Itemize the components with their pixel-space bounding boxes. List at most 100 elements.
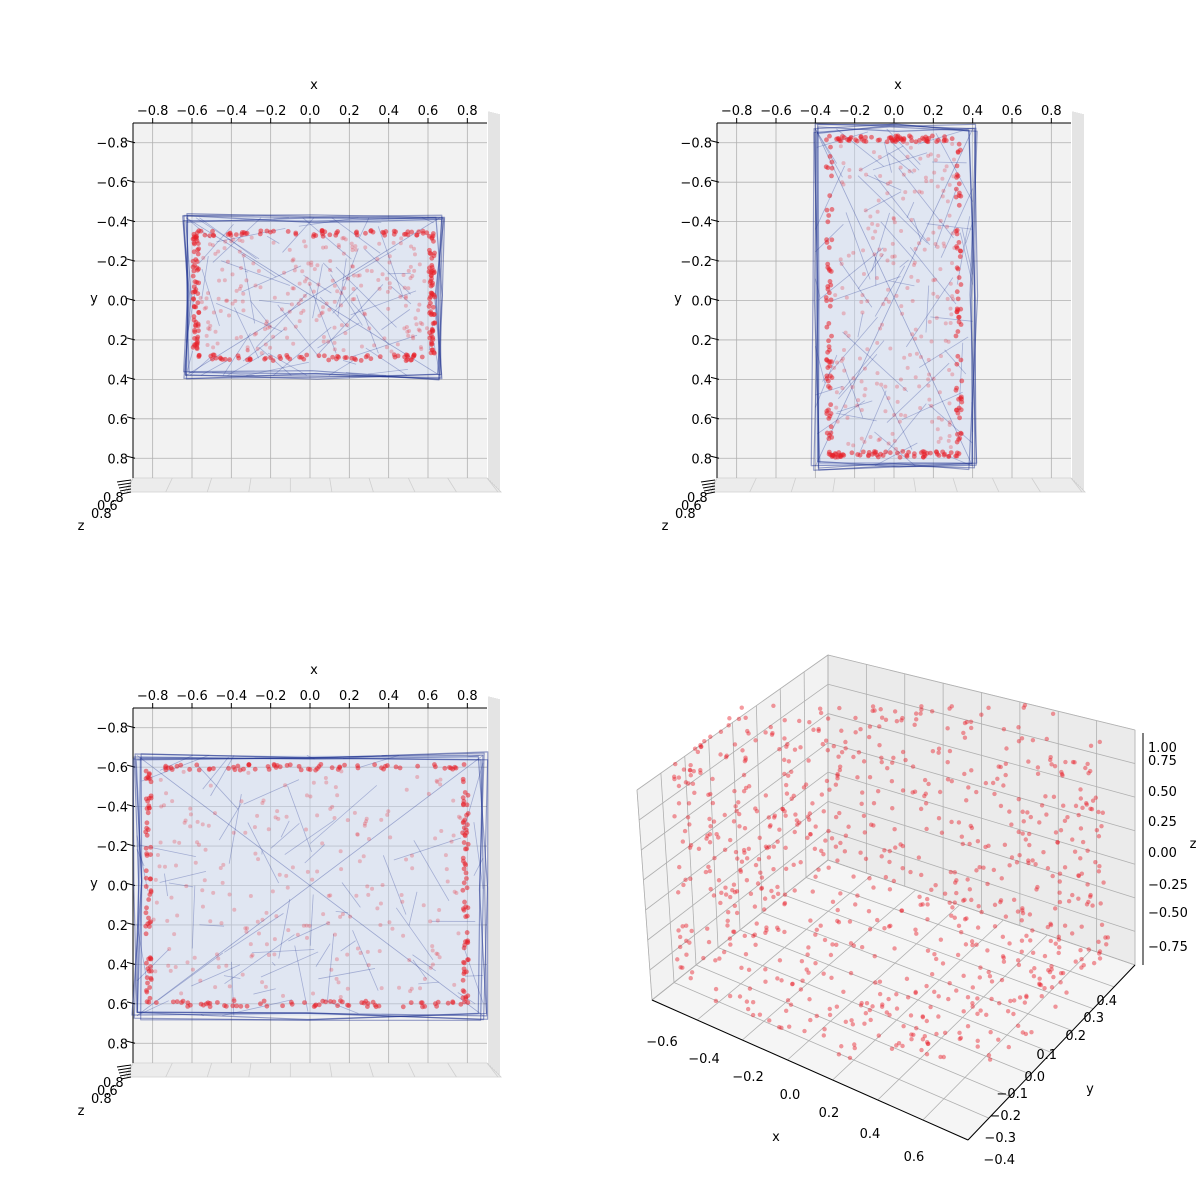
data-point <box>858 727 863 732</box>
data-point <box>931 376 936 381</box>
data-point <box>157 864 162 869</box>
data-point <box>951 297 956 302</box>
data-point <box>448 765 454 771</box>
mesh-edge <box>241 265 302 293</box>
data-point <box>387 254 392 259</box>
data-point <box>735 856 740 861</box>
data-point <box>1057 879 1062 884</box>
y-tick-label: −0.3 <box>984 1131 1016 1146</box>
data-point <box>989 979 995 984</box>
data-point <box>401 933 406 938</box>
x-tick-label: 0.2 <box>339 104 360 119</box>
data-point <box>911 263 916 268</box>
data-point <box>169 895 174 900</box>
data-point <box>324 780 329 785</box>
mesh-edge <box>250 300 272 328</box>
data-point <box>948 281 953 286</box>
data-point <box>794 818 800 823</box>
data-point <box>689 970 695 975</box>
data-point <box>172 932 177 937</box>
data-point <box>833 814 839 820</box>
data-point <box>827 413 833 419</box>
data-point <box>961 1009 966 1014</box>
data-point <box>350 245 355 250</box>
mesh-outline <box>183 214 444 379</box>
data-point <box>827 1012 833 1018</box>
data-point <box>439 828 444 833</box>
data-point <box>741 847 747 853</box>
data-point <box>900 865 905 871</box>
data-point <box>1004 746 1009 751</box>
data-point <box>861 272 866 277</box>
data-point <box>146 897 152 902</box>
data-point <box>359 283 364 288</box>
data-point <box>464 930 470 935</box>
mesh-edge <box>243 779 300 805</box>
data-point <box>905 285 910 290</box>
data-point <box>884 1010 889 1015</box>
data-point <box>691 768 696 774</box>
floor-grid <box>805 877 1115 988</box>
floor-grid <box>165 1062 173 1078</box>
data-point <box>840 386 845 391</box>
mesh-edge <box>350 301 389 345</box>
data-point <box>943 321 948 326</box>
data-point <box>846 824 851 829</box>
data-point <box>978 965 983 970</box>
data-point <box>151 917 156 922</box>
mesh-edge <box>136 849 145 867</box>
data-point <box>144 988 149 993</box>
data-point <box>945 199 950 204</box>
data-point <box>144 832 150 838</box>
data-point <box>780 806 785 812</box>
data-point <box>367 326 372 331</box>
data-point <box>954 289 960 295</box>
data-point <box>673 761 678 767</box>
data-point <box>222 278 227 283</box>
mesh-edge <box>857 313 864 338</box>
y-tick-label: −0.4 <box>96 801 128 816</box>
data-point <box>145 966 151 972</box>
data-point <box>826 245 832 250</box>
mesh-edge <box>835 412 877 422</box>
data-point <box>1026 759 1031 764</box>
data-point <box>842 849 848 854</box>
data-point <box>290 286 295 291</box>
data-point <box>326 893 331 898</box>
data-point <box>1041 849 1046 855</box>
data-point <box>1053 941 1058 946</box>
data-point <box>1062 865 1068 870</box>
z-tick-label: 0.8 <box>675 507 696 522</box>
x-tick-label: 0.4 <box>378 689 399 704</box>
data-point <box>231 998 237 1004</box>
data-point <box>772 815 777 820</box>
data-point <box>1073 803 1079 809</box>
data-point <box>848 970 854 976</box>
data-point <box>835 360 840 365</box>
data-point <box>341 348 346 353</box>
x-tick-label: 0.4 <box>860 1127 881 1142</box>
data-point <box>839 728 844 733</box>
data-point <box>970 942 975 948</box>
data-point <box>188 806 193 811</box>
y-tick-label: 0.2 <box>107 334 128 349</box>
data-point <box>841 311 846 316</box>
mesh-edge <box>358 217 370 239</box>
data-point <box>829 237 835 243</box>
data-point <box>805 835 810 841</box>
data-point <box>1034 887 1039 892</box>
data-point <box>707 868 713 874</box>
data-point <box>1020 1030 1025 1035</box>
data-point <box>408 276 413 281</box>
data-point <box>910 298 915 303</box>
data-point <box>450 999 456 1005</box>
data-point <box>414 322 419 327</box>
data-point <box>996 1037 1001 1042</box>
floor-grid <box>329 1062 333 1078</box>
mesh-edge <box>220 260 290 286</box>
data-point <box>252 825 257 830</box>
data-point <box>311 991 316 996</box>
data-point <box>711 893 717 898</box>
floor-grid <box>407 477 416 493</box>
y-tick-label: −0.4 <box>680 216 712 231</box>
